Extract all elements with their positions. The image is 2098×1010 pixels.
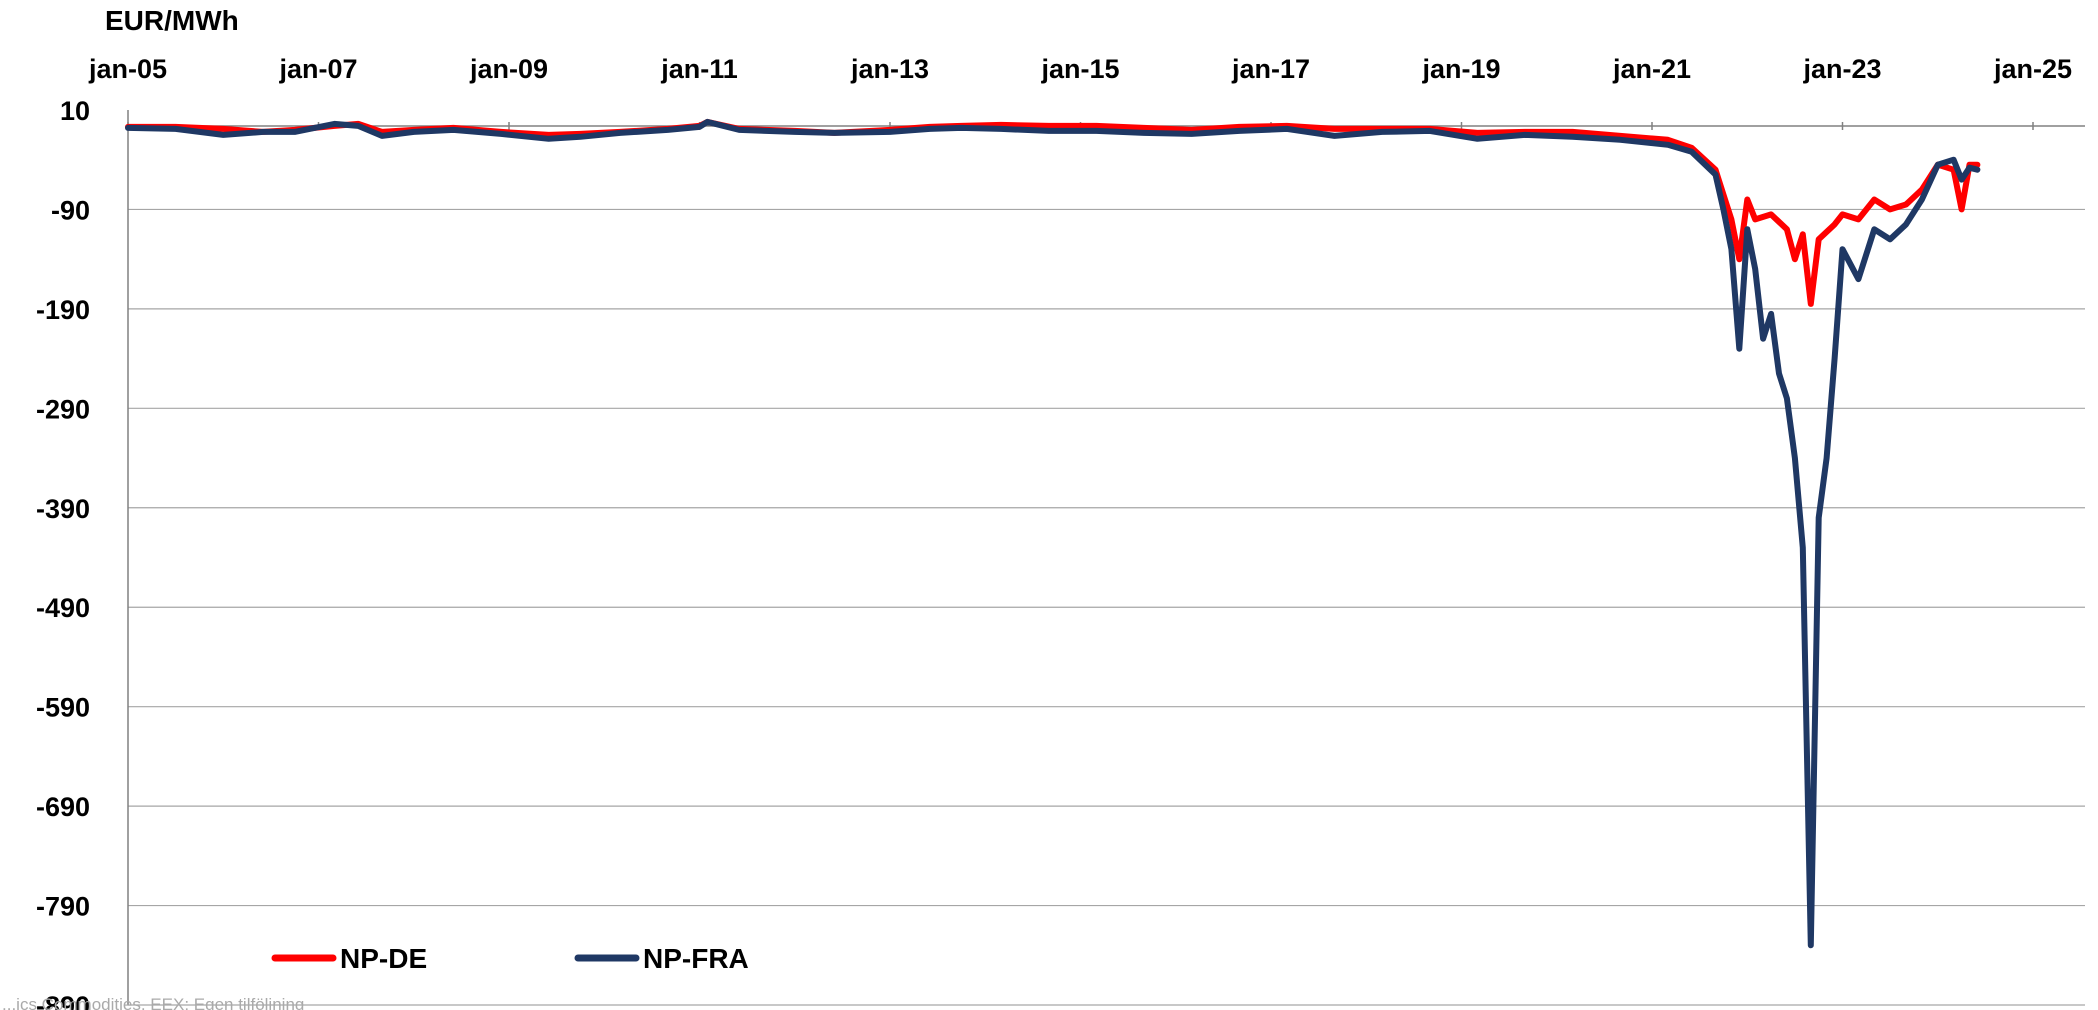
y-unit-label: EUR/MWh: [105, 5, 239, 36]
x-tick-label: jan-21: [1612, 54, 1691, 84]
y-tick-label: -290: [36, 394, 90, 424]
x-axis-ticks: jan-05 jan-07 jan-09 jan-11 jan-13 jan-15 jan-…: [88, 54, 2085, 130]
x-tick-label: jan-13: [850, 54, 929, 84]
x-tick-label: jan-23: [1802, 54, 1881, 84]
series-line-np-fra: [125, 118, 1981, 949]
legend-label-np-de: NP-DE: [340, 943, 427, 974]
x-tick-label: jan-09: [469, 54, 548, 84]
y-tick-label: -890: [36, 991, 90, 1010]
x-tick-label: jan-15: [1040, 54, 1119, 84]
legend: NP-DE NP-FRA: [271, 943, 749, 974]
y-axis-ticks: 10 -90 -190 -290 -390 -490 -590 -690 -790 -890: [36, 96, 90, 1010]
x-tick-label: jan-11: [660, 54, 738, 84]
x-tick-label: jan-25: [1993, 54, 2072, 84]
gridlines: [128, 208, 2085, 1006]
source-note: ...ics Commodities, EEX; Egen tilföljnin…: [2, 995, 304, 1010]
legend-label-np-fra: NP-FRA: [643, 943, 749, 974]
series-line-np-de: [125, 118, 1981, 307]
x-tick-label: jan-17: [1231, 54, 1310, 84]
x-tick-label: jan-05: [88, 54, 167, 84]
series-layer: [125, 118, 1981, 949]
y-tick-label: -790: [36, 892, 90, 922]
x-tick-label: jan-19: [1421, 54, 1500, 84]
y-tick-label: -690: [36, 792, 90, 822]
y-tick-label: -390: [36, 494, 90, 524]
y-tick-label: -190: [36, 295, 90, 325]
y-tick-label: -590: [36, 693, 90, 723]
y-tick-label: -90: [51, 195, 90, 225]
x-tick-label: jan-07: [278, 54, 357, 84]
y-tick-label: 10: [60, 96, 90, 126]
y-tick-label: -490: [36, 593, 90, 623]
